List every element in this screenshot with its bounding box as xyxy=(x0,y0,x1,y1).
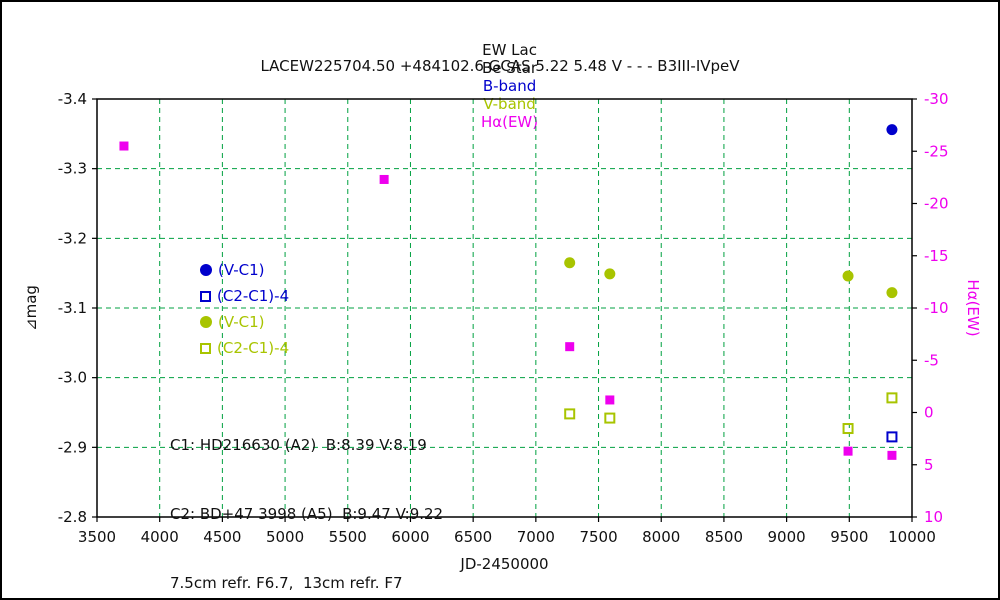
data-point xyxy=(842,423,854,435)
legend-label: (C2-C1)-4 xyxy=(217,287,290,305)
x-tick-label: 6000 xyxy=(391,528,429,546)
data-point xyxy=(564,257,576,269)
legend-item-b-band: B-band xyxy=(482,77,537,95)
legend-label: (C2-C1)-4 xyxy=(217,339,290,357)
x-axis-title: JD-2450000 xyxy=(459,555,548,573)
legend-row-v-vc1: (V-C1) xyxy=(200,309,289,335)
x-tick-label: 9000 xyxy=(768,528,806,546)
data-point xyxy=(842,270,854,282)
y-axis-title-right: Hα(EW) xyxy=(964,279,982,336)
plot-area-border xyxy=(96,98,913,518)
data-point xyxy=(887,450,897,460)
data-point xyxy=(886,287,898,299)
y-right-tick-label: -10 xyxy=(924,299,949,317)
y-left-tick-label: -3.2 xyxy=(58,229,87,247)
data-point xyxy=(605,395,615,405)
x-tick-label: 10000 xyxy=(888,528,936,546)
x-tick-label: 7500 xyxy=(579,528,617,546)
annotation-block: C1: HD216630 (A2) B:8.39 V:8.19 C2: BD+4… xyxy=(170,388,444,598)
x-tick-label: 3500 xyxy=(78,528,116,546)
data-point xyxy=(843,446,853,456)
x-tick-label: 5000 xyxy=(266,528,304,546)
circle-filled-marker-icon xyxy=(200,316,212,328)
chart-subtitle: LACEW225704.50 +484102.6 GCAS 5.22 5.48 … xyxy=(260,57,740,75)
y-left-tick-label: -2.8 xyxy=(58,508,87,526)
legend-item-ew-lac: EW Lac xyxy=(482,41,537,59)
data-point xyxy=(886,392,898,404)
annotation-line-c1: C1: HD216630 (A2) B:8.39 V:8.19 xyxy=(170,436,427,454)
data-point xyxy=(604,268,616,280)
y-right-tick-label: -25 xyxy=(924,142,949,160)
y-right-tick-label: 10 xyxy=(924,508,943,526)
x-tick-label: 8000 xyxy=(642,528,680,546)
data-point xyxy=(565,342,575,352)
data-point xyxy=(119,141,129,151)
x-tick-label: 6500 xyxy=(454,528,492,546)
annotation-line-instruments: 7.5cm refr. F6.7, 13cm refr. F7 xyxy=(170,574,403,592)
square-open-marker-icon xyxy=(200,342,211,354)
legend-label: (V-C1) xyxy=(218,261,265,279)
legend-label: (V-C1) xyxy=(218,313,265,331)
data-point xyxy=(564,408,576,420)
y-right-tick-label: 5 xyxy=(924,456,934,474)
y-right-tick-label: -20 xyxy=(924,195,949,213)
circle-filled-marker-icon xyxy=(200,264,212,276)
y-left-tick-label: -3.4 xyxy=(58,90,87,108)
y-left-tick-label: -3.1 xyxy=(58,299,87,317)
y-left-tick-label: -2.9 xyxy=(58,438,87,456)
plot-legend: (V-C1) (C2-C1)-4 (V-C1) (C2-C1)-4 xyxy=(200,257,289,361)
x-tick-label: 7000 xyxy=(517,528,555,546)
y-right-tick-label: -15 xyxy=(924,247,949,265)
data-point xyxy=(886,124,898,136)
y-axis-title-left: ⊿mag xyxy=(22,285,40,331)
legend-item-halpha: Hα(EW) xyxy=(480,113,539,131)
legend-row-b-c2c1: (C2-C1)-4 xyxy=(200,283,289,309)
y-left-tick-label: -3.0 xyxy=(58,369,87,387)
x-tick-label: 4500 xyxy=(203,528,241,546)
annotation-line-c2: C2: BD+47 3998 (A5) B:9.47 V:9.22 xyxy=(170,505,444,523)
legend-row-v-c2c1: (C2-C1)-4 xyxy=(200,335,289,361)
x-tick-label: 4000 xyxy=(141,528,179,546)
legend-row-b-vc1: (V-C1) xyxy=(200,257,289,283)
data-point xyxy=(379,174,389,184)
y-left-tick-label: -3.3 xyxy=(58,160,87,178)
y-right-tick-label: -30 xyxy=(924,90,949,108)
data-point xyxy=(886,431,898,443)
data-point xyxy=(604,412,616,424)
y-right-tick-label: 0 xyxy=(924,404,934,422)
x-tick-label: 8500 xyxy=(705,528,743,546)
square-open-marker-icon xyxy=(200,290,211,302)
legend-item-be-star: Be Star xyxy=(482,59,538,77)
x-tick-label: 9500 xyxy=(830,528,868,546)
y-right-tick-label: -5 xyxy=(924,351,939,369)
x-tick-label: 5500 xyxy=(329,528,367,546)
